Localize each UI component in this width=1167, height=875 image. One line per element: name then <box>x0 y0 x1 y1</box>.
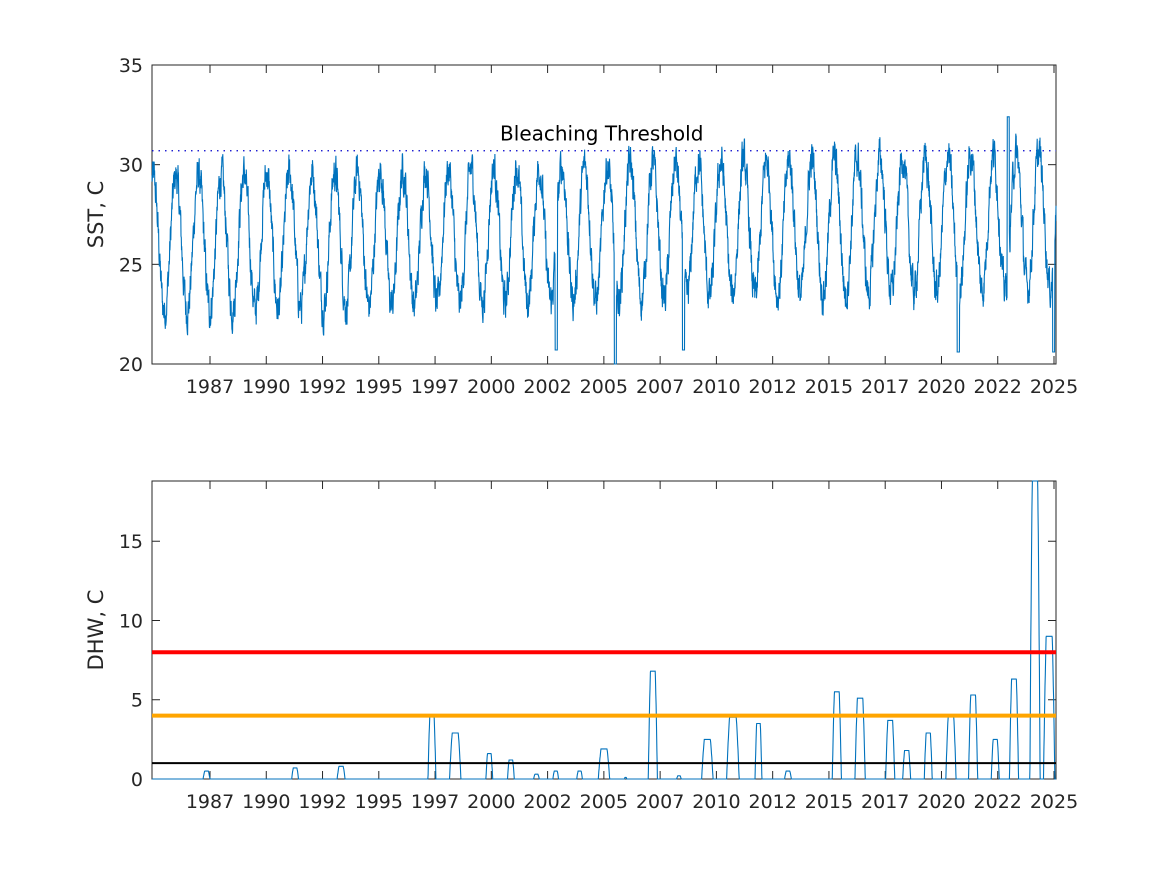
sst-series-line <box>151 116 1057 365</box>
y-tick-label: 20 <box>119 354 143 376</box>
x-tick-label: 2007 <box>636 376 684 398</box>
y-tick-label: 25 <box>119 254 143 276</box>
x-tick-label: 1992 <box>298 376 346 398</box>
y-tick-label: 30 <box>119 155 143 177</box>
x-tick-label: 2002 <box>523 376 571 398</box>
x-tick-label: 1990 <box>242 376 290 398</box>
x-tick-label: 2015 <box>805 376 853 398</box>
y-tick-label: 15 <box>119 531 143 553</box>
x-tick-label: 2020 <box>917 376 965 398</box>
dhw-axes: 0 5 10 15 1987 1990 1992 1995 1997 2000 2002 2005 20… <box>84 480 1078 813</box>
y-axis-label: SST, C <box>84 181 108 249</box>
axes-box <box>151 480 1057 780</box>
dhw-series-line <box>152 480 1056 780</box>
x-tick-label: 2005 <box>580 791 628 813</box>
axes-box <box>151 64 1057 365</box>
x-tick-label: 2007 <box>636 791 684 813</box>
x-tick-label: 2000 <box>467 376 515 398</box>
y-tick-label: 10 <box>119 610 143 632</box>
y-tick-label: 35 <box>119 55 143 77</box>
x-tick-label: 2022 <box>974 376 1022 398</box>
x-tick-label: 2012 <box>748 376 796 398</box>
x-tick-label: 2017 <box>861 791 909 813</box>
y-axis-label: DHW, C <box>84 590 108 671</box>
x-tick-label: 2025 <box>1030 376 1078 398</box>
x-tick-label: 2010 <box>692 376 740 398</box>
y-tick-label: 5 <box>131 690 143 712</box>
y-tick-label: 0 <box>131 769 143 791</box>
x-tick-label: 1995 <box>355 791 403 813</box>
x-tick-label: 1992 <box>298 791 346 813</box>
x-tick-label: 2000 <box>467 791 515 813</box>
x-tick-label: 1987 <box>186 376 234 398</box>
x-tick-label: 2015 <box>805 791 853 813</box>
x-tick-label: 2017 <box>861 376 909 398</box>
x-tick-label: 2012 <box>748 791 796 813</box>
x-tick-label: 2005 <box>580 376 628 398</box>
x-tick-label: 2020 <box>917 791 965 813</box>
x-tick-label: 1997 <box>411 376 459 398</box>
bleaching-threshold-annotation: Bleaching Threshold <box>500 122 703 146</box>
x-tick-label: 1990 <box>242 791 290 813</box>
x-tick-label: 2010 <box>692 791 740 813</box>
x-tick-label: 2002 <box>523 791 571 813</box>
x-tick-label: 1995 <box>355 376 403 398</box>
x-tick-label: 1997 <box>411 791 459 813</box>
x-tick-label: 2025 <box>1030 791 1078 813</box>
x-tick-label: 2022 <box>974 791 1022 813</box>
x-tick-label: 1987 <box>186 791 234 813</box>
